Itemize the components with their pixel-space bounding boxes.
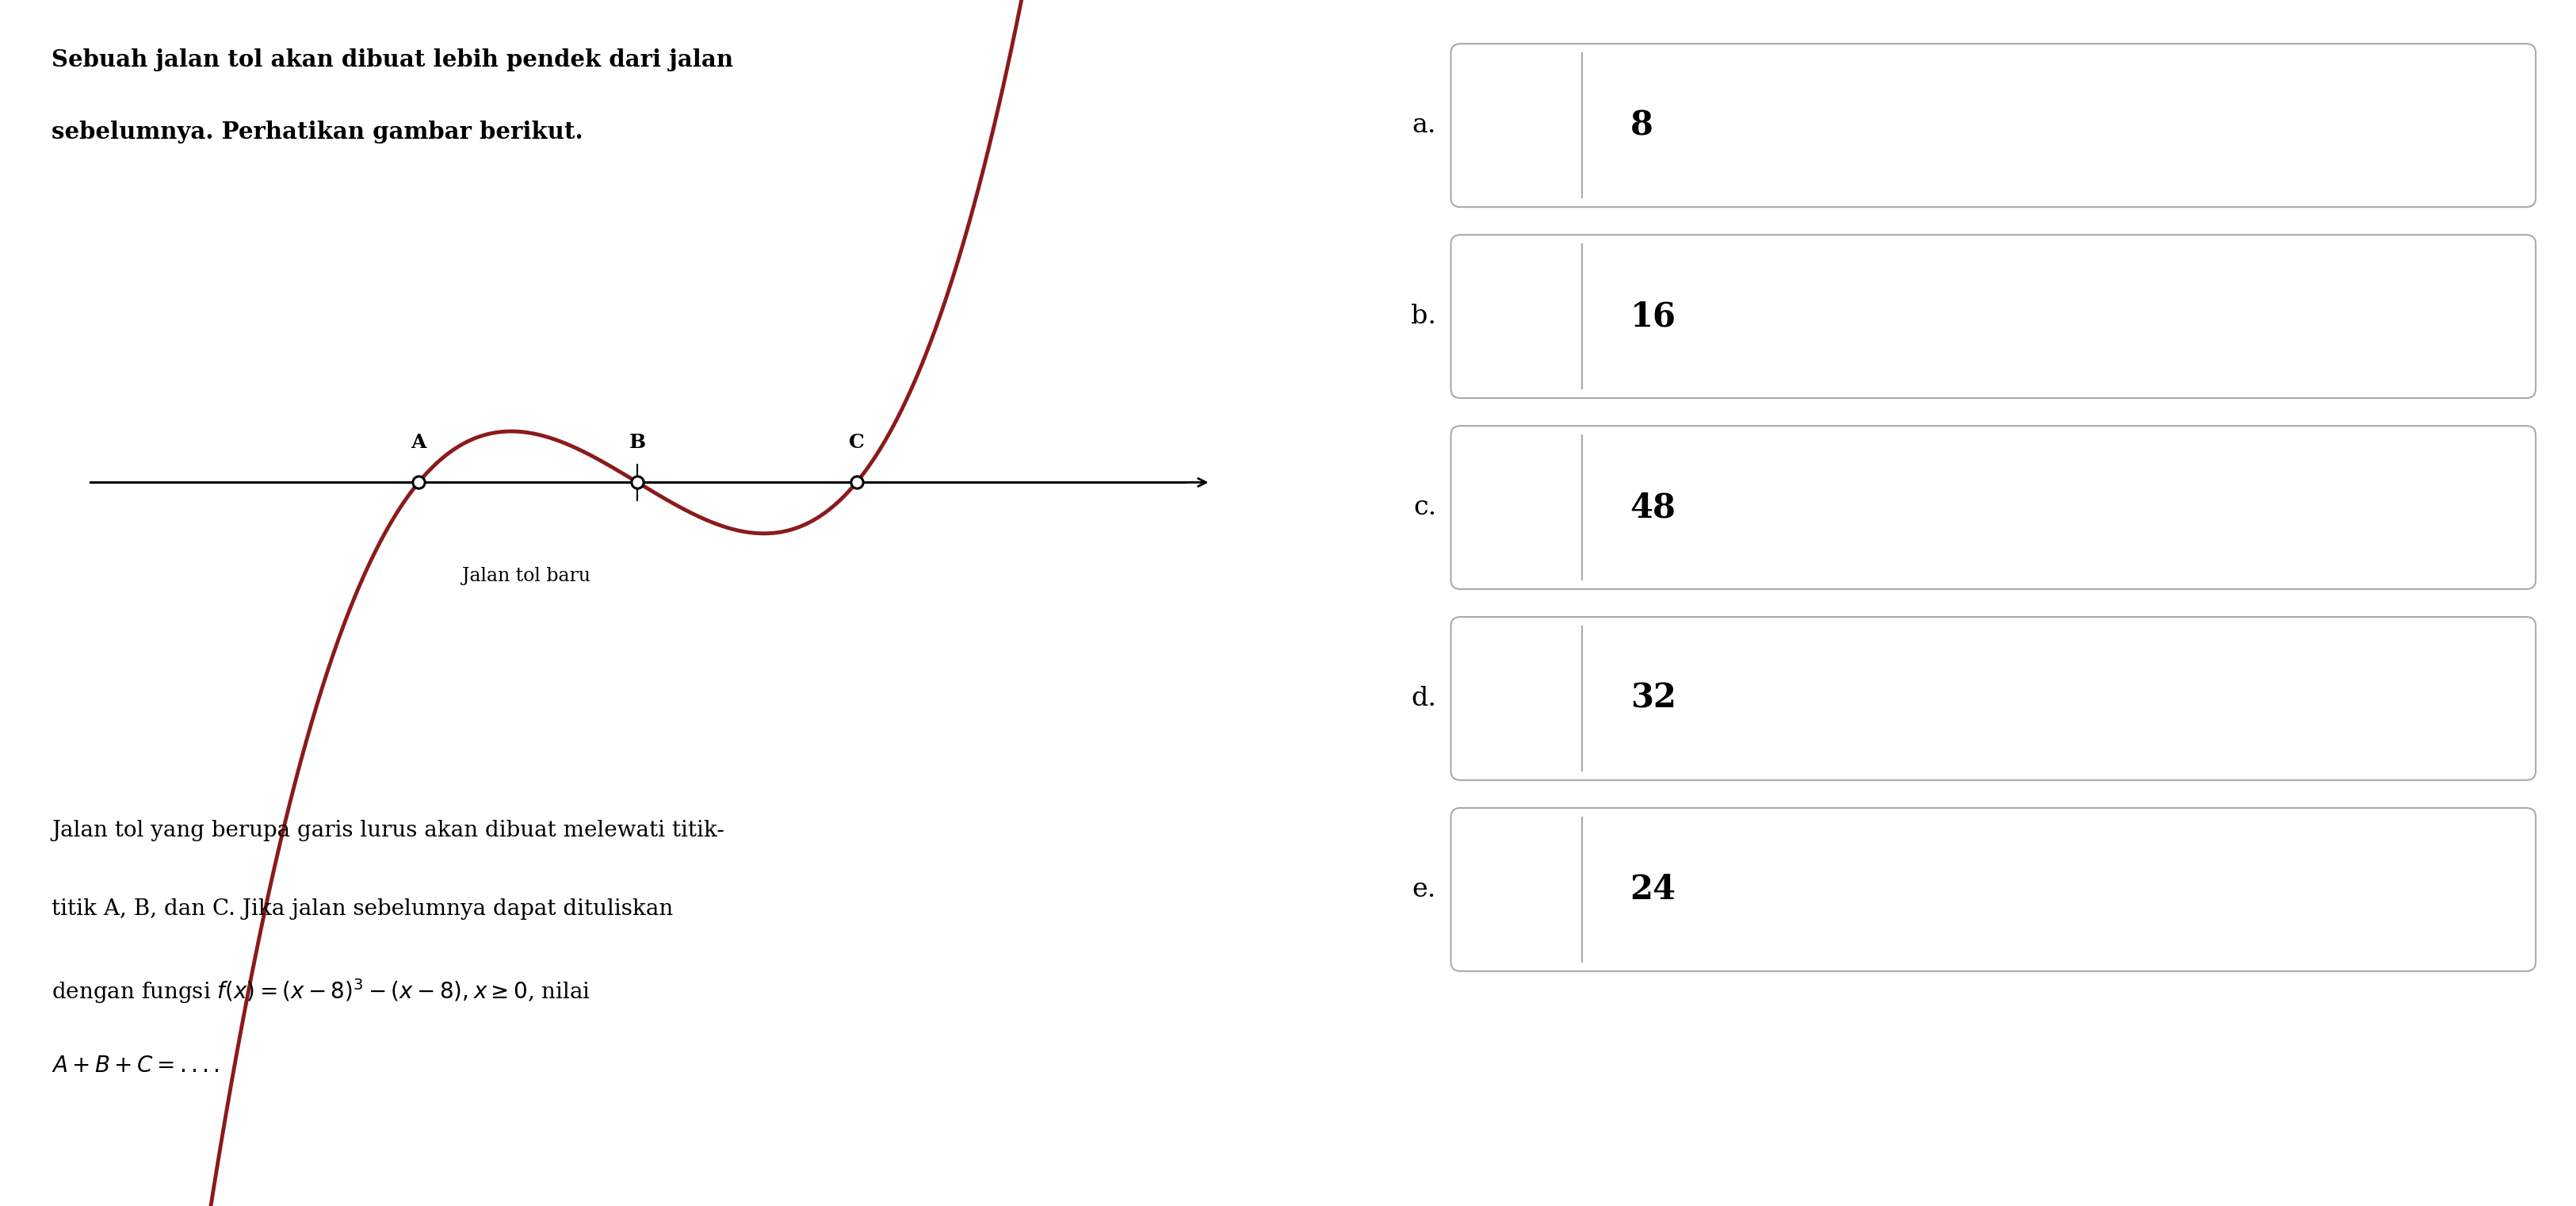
Text: e.: e. [1412, 877, 1437, 902]
FancyBboxPatch shape [1450, 235, 2535, 398]
Text: titik A, B, dan C. Jika jalan sebelumnya dapat dituliskan: titik A, B, dan C. Jika jalan sebelumnya… [52, 898, 672, 920]
Text: Jalan tol yang berupa garis lurus akan dibuat melewati titik-: Jalan tol yang berupa garis lurus akan d… [52, 820, 724, 842]
FancyBboxPatch shape [1450, 43, 2535, 207]
Text: 8: 8 [1631, 109, 1654, 142]
Text: A: A [412, 433, 428, 452]
FancyBboxPatch shape [1450, 617, 2535, 780]
Text: dengan fungsi $f(x) = (x - 8)^3 - (x - 8), x \geq 0$, nilai: dengan fungsi $f(x) = (x - 8)^3 - (x - 8… [52, 977, 590, 1006]
Text: C: C [848, 433, 866, 452]
Text: Sebuah jalan tol akan dibuat lebih pendek dari jalan: Sebuah jalan tol akan dibuat lebih pende… [52, 48, 734, 71]
FancyBboxPatch shape [1450, 426, 2535, 589]
Text: $A + B + C = ....$: $A + B + C = ....$ [52, 1055, 219, 1077]
Text: 32: 32 [1631, 681, 1677, 715]
Text: 16: 16 [1631, 300, 1677, 333]
Text: 24: 24 [1631, 873, 1677, 906]
FancyBboxPatch shape [1450, 808, 2535, 971]
Text: a.: a. [1412, 112, 1437, 139]
Text: b.: b. [1412, 304, 1437, 329]
Text: B: B [629, 433, 647, 452]
Text: c.: c. [1414, 494, 1437, 520]
Text: 48: 48 [1631, 491, 1677, 525]
Text: Jalan tol baru: Jalan tol baru [464, 567, 590, 585]
Text: sebelumnya. Perhatikan gambar berikut.: sebelumnya. Perhatikan gambar berikut. [52, 121, 582, 144]
Text: d.: d. [1412, 686, 1437, 712]
